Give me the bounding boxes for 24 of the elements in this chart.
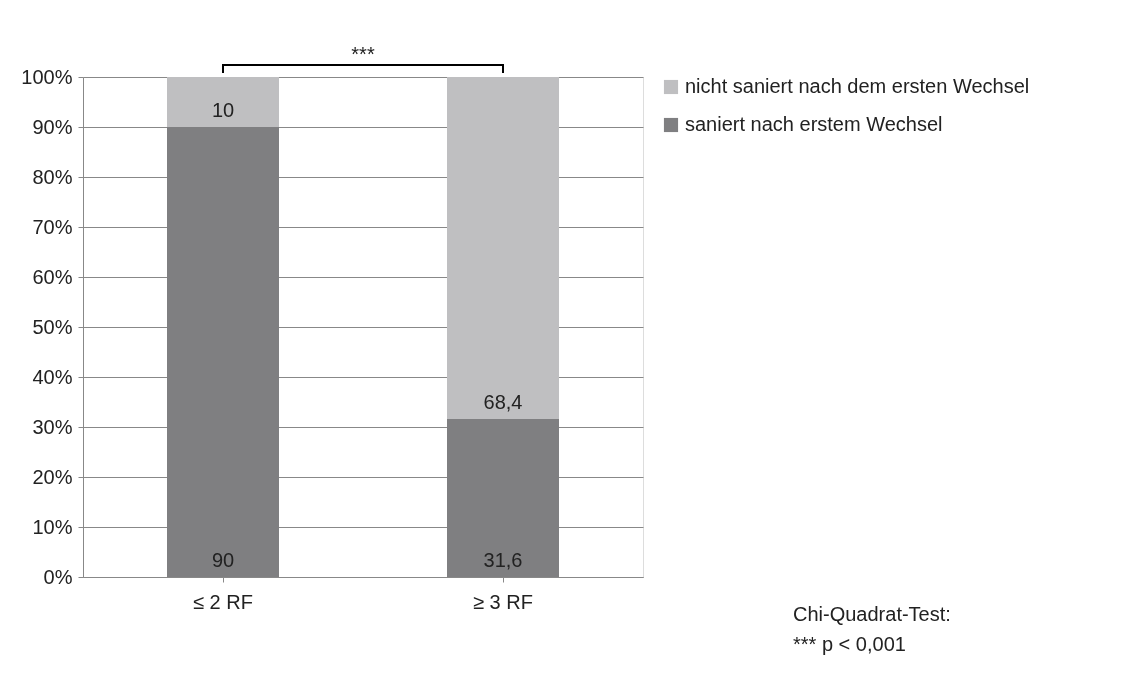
y-tick-label: 100% (21, 65, 73, 88)
y-tick-label: 90% (32, 115, 73, 138)
bar (167, 77, 279, 127)
y-tick-label: 80% (32, 165, 73, 188)
data-label: 68,4 (483, 391, 523, 413)
bar (447, 77, 559, 419)
x-tick-label: ≤ 2 RF (193, 590, 253, 613)
y-tick-label: 30% (32, 415, 73, 438)
legend-label: saniert nach erstem Wechsel (685, 113, 943, 135)
y-tick-label: 10% (32, 515, 73, 538)
text: *** (351, 43, 375, 65)
data-label: 10 (211, 99, 235, 121)
data-label: 90 (211, 549, 235, 571)
y-tick-label: 40% (32, 365, 73, 388)
y-tick-label: 50% (32, 315, 73, 338)
x-tick-label: ≥ 3 RF (473, 590, 533, 613)
y-tick-label: 60% (32, 265, 73, 288)
y-tick-label: 20% (32, 465, 73, 488)
data-label: 31,6 (483, 549, 523, 571)
text: *** p < 0,001 (793, 633, 906, 655)
y-tick-label: 70% (32, 215, 73, 238)
text: Chi-Quadrat-Test: (793, 603, 951, 625)
legend-label: nicht saniert nach dem ersten Wechsel (685, 75, 1030, 97)
y-tick-label: 0% (43, 565, 73, 588)
